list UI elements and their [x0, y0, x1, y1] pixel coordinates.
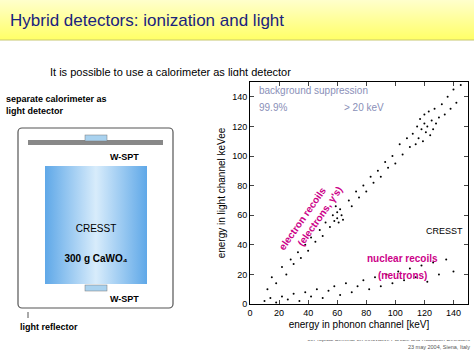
svg-text:0: 0: [242, 299, 247, 309]
svg-text:80: 80: [361, 308, 371, 318]
svg-text:0: 0: [247, 308, 252, 318]
svg-text:20: 20: [274, 308, 284, 318]
svg-text:CRESST: CRESST: [76, 223, 117, 234]
svg-text:60: 60: [237, 210, 247, 220]
svg-text:80: 80: [237, 181, 247, 191]
svg-text:120: 120: [417, 308, 432, 318]
svg-text:energy in light channel keVee: energy in light channel keVee: [216, 127, 227, 258]
svg-text:9th Topical Seminar on Innovat: 9th Topical Seminar on Innovative Partic…: [307, 336, 470, 342]
svg-text:> 20 keV: > 20 keV: [344, 102, 384, 113]
svg-text:nuclear recoils: nuclear recoils: [367, 253, 438, 264]
svg-text:light detector: light detector: [6, 106, 63, 116]
svg-text:separate calorimeter as: separate calorimeter as: [6, 94, 107, 104]
svg-text:It is possible to use a calori: It is possible to use a calorimeter as l…: [50, 66, 291, 78]
svg-text:Hybrid detectors: ionization a: Hybrid detectors: ionization and light: [10, 11, 284, 30]
svg-text:W-SPT: W-SPT: [110, 152, 139, 162]
svg-text:140: 140: [232, 92, 247, 102]
svg-text:300 g CaWO₄: 300 g CaWO₄: [64, 253, 127, 264]
svg-text:120: 120: [232, 122, 247, 132]
svg-text:electron recoils: electron recoils: [277, 185, 329, 252]
svg-text:100: 100: [232, 151, 247, 161]
svg-text:99.9%: 99.9%: [259, 102, 287, 113]
svg-text:background suppression: background suppression: [259, 85, 368, 96]
svg-text:light reflector: light reflector: [20, 322, 78, 332]
svg-text:20: 20: [237, 270, 247, 280]
svg-text:(electrons, γ's): (electrons, γ's): [295, 184, 344, 248]
svg-text:100: 100: [388, 308, 403, 318]
svg-text:energy in phonon channel [keV]: energy in phonon channel [keV]: [289, 319, 430, 330]
svg-text:60: 60: [332, 308, 342, 318]
svg-text:23 may 2004, Siena, Italy: 23 may 2004, Siena, Italy: [408, 344, 470, 350]
svg-text:40: 40: [237, 240, 247, 250]
svg-text:(neutrons): (neutrons): [378, 270, 427, 281]
svg-text:140: 140: [446, 308, 461, 318]
svg-text:CRESST: CRESST: [426, 226, 463, 236]
svg-text:40: 40: [303, 308, 313, 318]
svg-text:W-SPT: W-SPT: [110, 294, 139, 304]
